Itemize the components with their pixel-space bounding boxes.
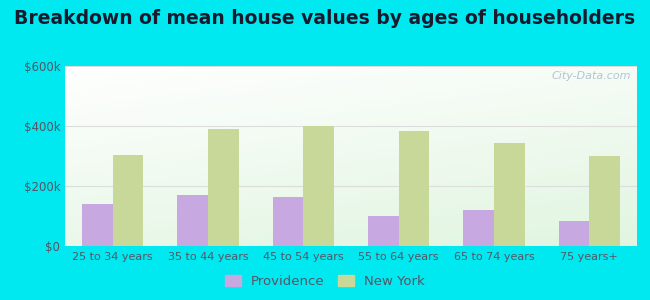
Bar xyxy=(398,130,429,246)
Legend: Providence, New York: Providence, New York xyxy=(220,270,430,293)
Bar xyxy=(112,154,143,246)
Bar xyxy=(82,204,112,246)
Bar xyxy=(590,156,620,246)
Text: Breakdown of mean house values by ages of householders: Breakdown of mean house values by ages o… xyxy=(14,9,636,28)
Bar xyxy=(208,129,239,246)
Bar xyxy=(494,142,525,246)
Bar xyxy=(177,195,208,246)
Text: City-Data.com: City-Data.com xyxy=(552,71,631,81)
Bar xyxy=(304,126,334,246)
Bar xyxy=(463,210,494,246)
Bar xyxy=(559,220,590,246)
Bar xyxy=(273,196,304,246)
Bar xyxy=(368,216,398,246)
